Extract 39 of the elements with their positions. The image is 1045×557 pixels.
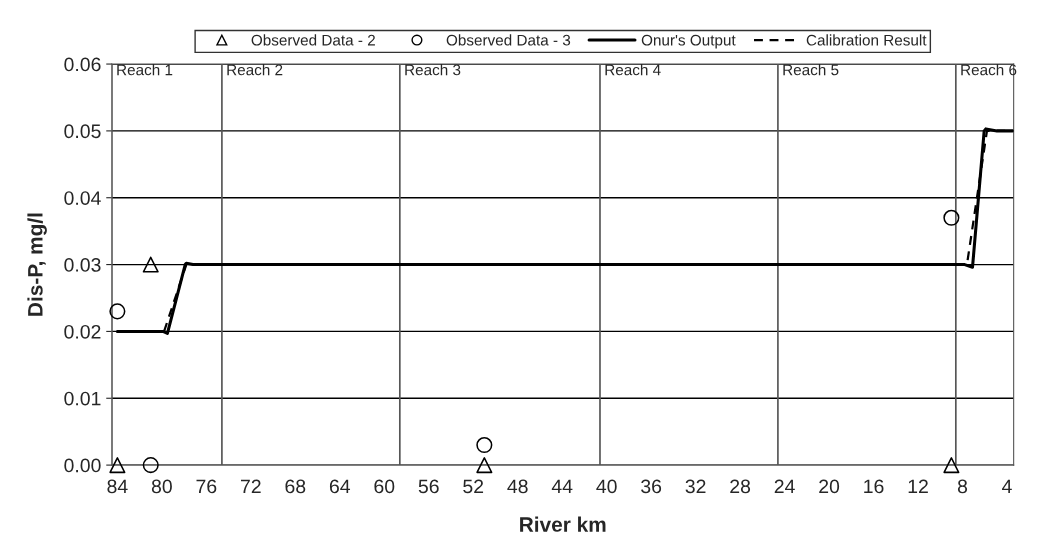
x-tick-label: 20 [819, 479, 840, 494]
x-tick-label: 72 [241, 479, 261, 494]
legend-label: Observed Data - 3 [446, 34, 571, 46]
y-tick-label: 0.03 [64, 258, 101, 272]
x-tick-label: 12 [908, 479, 928, 494]
x-tick-label: 52 [463, 479, 484, 494]
x-tick-label: 16 [864, 479, 884, 494]
x-tick-label: 60 [374, 479, 395, 494]
x-tick-label: 44 [551, 479, 573, 494]
legend-label: Observed Data - 2 [251, 34, 375, 46]
ref-line-label: Reach 2 [227, 64, 283, 76]
x-tick-label: 32 [685, 479, 706, 494]
x-tick-label: 40 [596, 479, 617, 494]
legend-label: Onur's Output [641, 34, 736, 49]
x-tick-label: 36 [641, 479, 662, 494]
x-axis-title: River km [520, 516, 606, 532]
y-tick-label: 0.02 [64, 324, 101, 339]
ref-line-label: Reach 3 [405, 64, 461, 76]
x-tick-label: 84 [107, 479, 128, 494]
x-tick-label: 64 [329, 479, 351, 494]
y-axis-title: Dis-P, mg/l [27, 213, 47, 316]
x-tick-label: 4 [1002, 479, 1012, 494]
x-tick-label: 68 [285, 479, 306, 494]
x-tick-label: 56 [418, 479, 439, 494]
ref-line-label: Reach 5 [783, 64, 839, 76]
y-tick-label: 0.04 [64, 191, 101, 205]
y-tick-label: 0.05 [64, 124, 101, 139]
ref-line-label: Reach 1 [117, 64, 173, 76]
x-tick-label: 80 [151, 479, 172, 494]
x-tick-label: 28 [730, 479, 751, 494]
x-tick-label: 48 [507, 479, 528, 494]
ref-line-label: Reach 4 [605, 64, 661, 76]
x-tick-label: 24 [774, 479, 795, 494]
y-tick-label: 0.00 [64, 458, 101, 473]
y-tick-label: 0.06 [64, 57, 101, 72]
x-tick-label: 76 [196, 479, 217, 494]
legend-label: Calibration Result [806, 34, 927, 46]
y-tick-label: 0.01 [64, 391, 101, 406]
x-tick-label: 8 [957, 479, 968, 494]
